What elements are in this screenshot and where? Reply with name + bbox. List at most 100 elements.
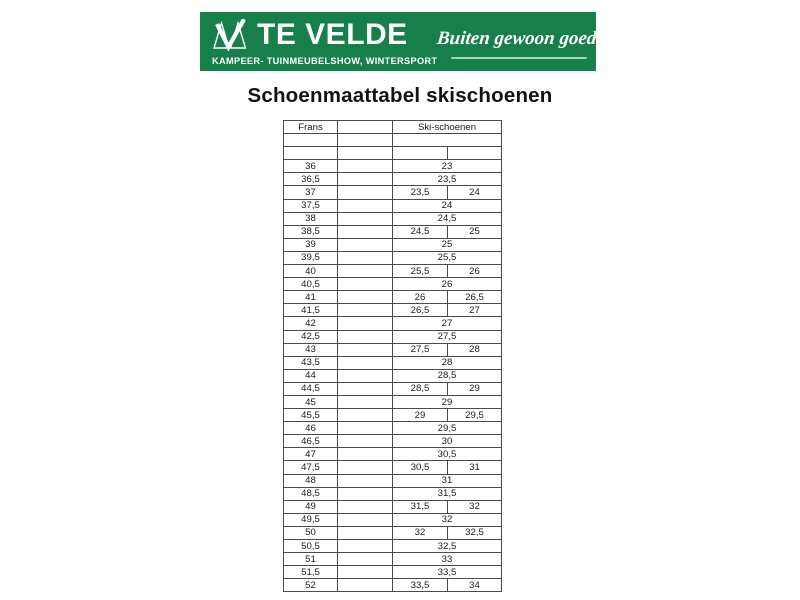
cell-blank [337,499,393,514]
cell-ski-low: 25,5 [392,264,448,279]
cell-ski-high [446,146,503,161]
table-row: 46 29,5 [283,421,503,436]
cell-blank [337,329,393,344]
cell-frans: 45 [283,394,338,410]
cell-frans: 37 [283,185,338,200]
cell-ski-merged: 29,5 [391,421,503,436]
cell-frans: 39,5 [283,250,338,266]
cell-blank [337,264,393,279]
table-row: 51,5 33,5 [283,565,503,580]
cell-frans: 47 [283,447,338,462]
cell-ski-merged: 33 [391,552,503,567]
cell-ski-merged: 28,5 [391,368,503,383]
cell-blank [337,565,393,580]
cell-blank [337,172,393,187]
cell-ski-merged: 23,5 [391,172,503,187]
brand-banner: TE VELDE KAMPEER- TUINMEUBELSHOW, WINTER… [200,12,599,71]
cell-blank [337,290,393,305]
cell-ski-merged: 23 [391,159,503,174]
cell-blank [337,303,393,318]
table-row: 36 23 [283,159,503,174]
cell-blank [337,159,393,174]
table-row: 44,5 28,5 29 [283,381,503,396]
cell-blank [337,525,393,541]
cell-frans: 51,5 [283,565,338,580]
cell-ski-high: 28 [446,342,503,357]
cell-frans: 49 [283,499,338,514]
cell-frans: 49,5 [283,512,338,527]
cell-frans: 48 [283,473,338,488]
cell-frans: 50 [283,525,338,541]
cell-ski-low: 32 [392,525,448,541]
table-row: 37 23,5 24 [283,185,503,200]
cell-frans: 45,5 [283,408,338,423]
cell-ski-high: 29 [446,381,503,396]
tagline-underline-swash [451,57,587,59]
table-row: 37,5 24 [283,198,503,213]
cell-ski-high: 24 [446,185,503,200]
cell-blank [337,394,393,410]
cell-ski-merged: 32,5 [391,538,503,554]
cell-ski-merged: 25,5 [391,250,503,266]
cell-ski-high: 26,5 [446,290,503,305]
cell-frans: 51 [283,552,338,567]
cell-frans [283,146,338,161]
cell-ski-low: 26 [392,290,448,305]
cell-ski-low: 23,5 [392,185,448,200]
cell-ski-merged: 31 [391,473,503,488]
cell-frans: 39 [283,237,338,252]
table-blank-row [283,146,503,161]
cell-ski-high: 34 [446,578,503,593]
cell-blank [337,486,393,501]
cell-blank [337,250,393,266]
cell-ski-merged: 25 [391,237,503,252]
table-row: 48 31 [283,473,503,488]
table-row: 39 25 [283,237,503,252]
cell-frans: 47,5 [283,460,338,475]
cell-ski-merged: 26 [391,277,503,292]
cell-frans: 41,5 [283,303,338,318]
cell-ski-high: 31 [446,460,503,475]
cell-ski-low: 27,5 [392,342,448,357]
cell-ski-high: 29,5 [446,408,503,423]
cell-frans: 48,5 [283,486,338,501]
table-row: 36,5 23,5 [283,172,503,187]
table-row: 39,5 25,5 [283,250,503,266]
cell-ski-merged: 27,5 [391,329,503,344]
page-title: Schoenmaattabel skischoenen [247,84,553,107]
cell-ski-merged: 33,5 [391,565,503,580]
table-row: 42,5 27,5 [283,329,503,344]
cell-blank [337,512,393,527]
cell-ski-merged: 24,5 [391,211,503,226]
table-row: 41 26 26,5 [283,290,503,305]
cell-frans [283,133,338,148]
table-row: 45,5 29 29,5 [283,408,503,423]
brand-tagline-area: Buiten gewoon goed [436,12,599,71]
table-row: 42 27 [283,316,503,331]
cell-ski-low [392,146,448,161]
cell-blank [337,381,393,396]
brand-subline: KAMPEER- TUINMEUBELSHOW, WINTERSPORT [212,56,438,66]
cell-blank [337,473,393,488]
table-head: Frans Ski-schoenen [283,119,503,135]
table-row: 44 28,5 [283,368,503,383]
cell-blank [337,185,393,200]
cell-frans: 38 [283,211,338,226]
cell-ski-high: 27 [446,303,503,318]
cell-blank [337,460,393,475]
cell-frans: 41 [283,290,338,305]
cell-ski-merged: 30 [391,434,503,449]
column-header-blank [337,119,393,135]
table-row: 47,5 30,5 31 [283,460,503,475]
cell-ski-merged: 28 [391,355,503,370]
cell-frans: 36,5 [283,172,338,187]
cell-frans: 37,5 [283,198,338,213]
table-row: 45 29 [283,394,503,410]
cell-blank [337,434,393,449]
brand-tagline: Buiten gewoon goed [436,27,599,49]
cell-blank [337,237,393,252]
cell-ski-merged: 31,5 [391,486,503,501]
table-row: 50 32 32,5 [283,525,503,541]
brand-wordmark: TE VELDE [257,18,408,51]
cell-ski-low: 31,5 [392,499,448,514]
